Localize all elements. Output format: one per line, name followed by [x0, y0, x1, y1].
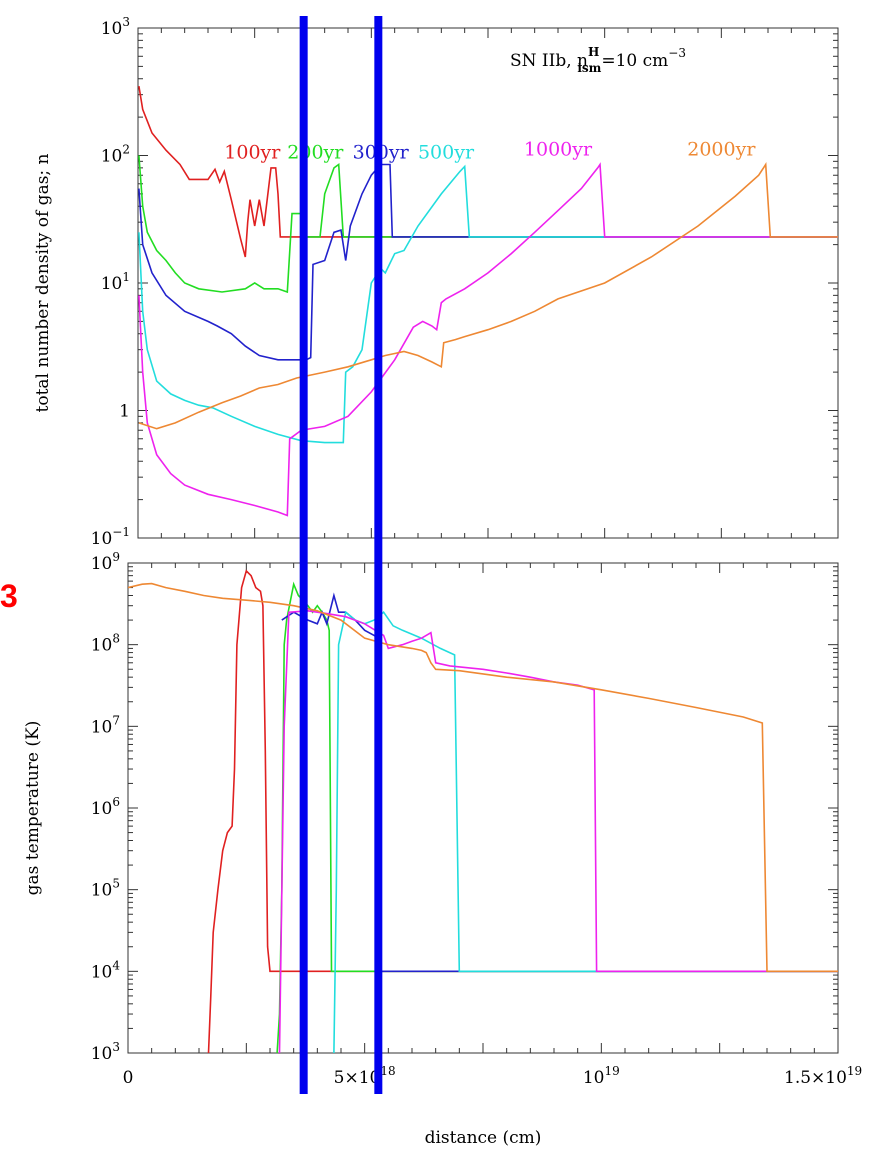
series-line [333, 610, 838, 1053]
x-tick-label: 1.5×1019 [784, 1064, 862, 1088]
y-axis-title: total number density of gas; n [33, 153, 53, 412]
y-tick-label: 102 [101, 143, 130, 167]
side-annotation-number: 3 [0, 578, 18, 614]
y-tick-label: 107 [91, 713, 120, 737]
y-tick-label: 104 [91, 958, 121, 982]
series-line [138, 162, 838, 517]
x-tick-label: 1019 [583, 1064, 620, 1088]
x-tick-label: 5×1018 [334, 1064, 396, 1088]
series-label: 200yr [287, 141, 344, 163]
y-tick-label: 106 [91, 795, 120, 819]
series-line [138, 164, 838, 444]
series-line [138, 163, 838, 361]
y-tick-label: 10−1 [91, 525, 130, 549]
x-tick-label: 0 [123, 1068, 134, 1088]
vertical-marker-bar [299, 16, 308, 1094]
series-line [138, 155, 838, 294]
y-tick-label: 109 [91, 550, 120, 574]
chart-annotation: SN IIb, nH ism=10 cm−3 [510, 45, 686, 75]
x-axis-title: distance (cm) [425, 1128, 542, 1148]
series-line [276, 581, 838, 1053]
series-line [138, 162, 838, 430]
y-tick-label: 108 [91, 632, 120, 656]
y-tick-label: 103 [101, 15, 130, 39]
y-tick-label: 1 [119, 402, 130, 422]
temperature-panel: 103 104 105 106 107 108 109 0 5×1018 1019 1.5×1019… [23, 550, 862, 1148]
vertical-marker-lines [299, 16, 383, 1094]
y-tick-label: 101 [101, 270, 130, 294]
plot-frame [127, 562, 839, 1054]
series-label: 500yr [418, 141, 475, 163]
vertical-marker-bar [374, 16, 383, 1094]
series-label: 2000yr [687, 139, 756, 161]
series-line [138, 85, 838, 258]
series-label: 1000yr [524, 139, 593, 161]
series-label: 100yr [224, 141, 281, 163]
series-line [128, 582, 838, 973]
series-line [278, 609, 838, 1053]
series-line [281, 592, 838, 973]
density-panel: 10−1 1 101 102 103 total number density of ga… [33, 15, 839, 549]
y-axis-title: gas temperature (K) [23, 721, 43, 896]
series-line [207, 569, 838, 1053]
y-tick-label: 105 [91, 877, 120, 901]
y-tick-label: 103 [91, 1040, 120, 1064]
plot-frame [137, 27, 839, 539]
